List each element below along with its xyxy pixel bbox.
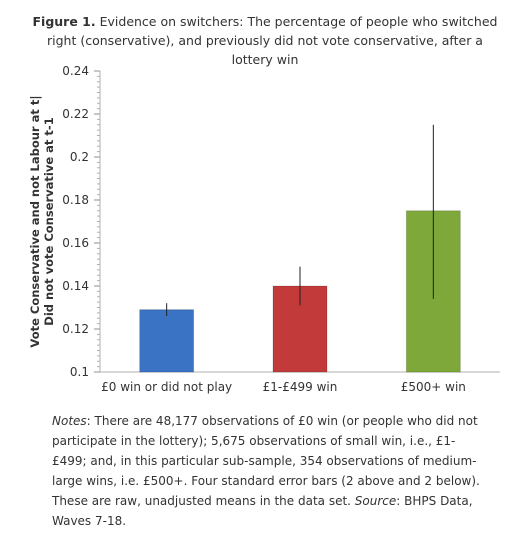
x-tick-label: £0 win or did not play [101, 380, 232, 394]
y-tick-label: 0.1 [70, 365, 89, 379]
chart-notes: Notes: There are 48,177 observations of … [52, 411, 482, 531]
chart-labels: 0.1 0.12 0.14 0.16 0.18 0.2 0.22 0.24 £0 win or … [28, 64, 466, 394]
x-tick-label: £1-£499 win [263, 380, 338, 394]
y-axis-label-line2: Did not vote Conservative at t-1 [42, 117, 56, 325]
y-tick-label: 0.18 [62, 193, 89, 207]
chart-error-bars [166, 124, 434, 317]
y-tick-label: 0.12 [62, 322, 89, 336]
bar-chart: 0.1 0.12 0.14 0.16 0.18 0.2 0.22 0.24 £0 win or … [28, 64, 500, 394]
y-tick-label: 0.22 [62, 107, 89, 121]
bar-1 [139, 309, 195, 373]
source-text: : BHPS Data, Waves 7-18. [52, 494, 473, 528]
y-tick-label: 0.14 [62, 279, 89, 293]
y-tick-label: 0.16 [62, 236, 89, 250]
y-tick-label: 0.2 [70, 150, 89, 164]
notes-body: : There are 48,177 observations of £0 wi… [52, 414, 480, 508]
figure-caption: Figure 1. Evidence on switchers: The per… [30, 12, 500, 69]
source-label: Source [354, 494, 397, 508]
x-tick-label: £500+ win [401, 380, 466, 394]
y-tick-label: 0.24 [62, 64, 89, 78]
figure-title: Evidence on switchers: The percentage of… [47, 14, 498, 67]
y-axis-label-line1: Vote Conservative and not Labour at t| [28, 95, 42, 347]
notes-label: Notes [52, 414, 87, 428]
figure-label: Figure 1. [32, 14, 96, 29]
